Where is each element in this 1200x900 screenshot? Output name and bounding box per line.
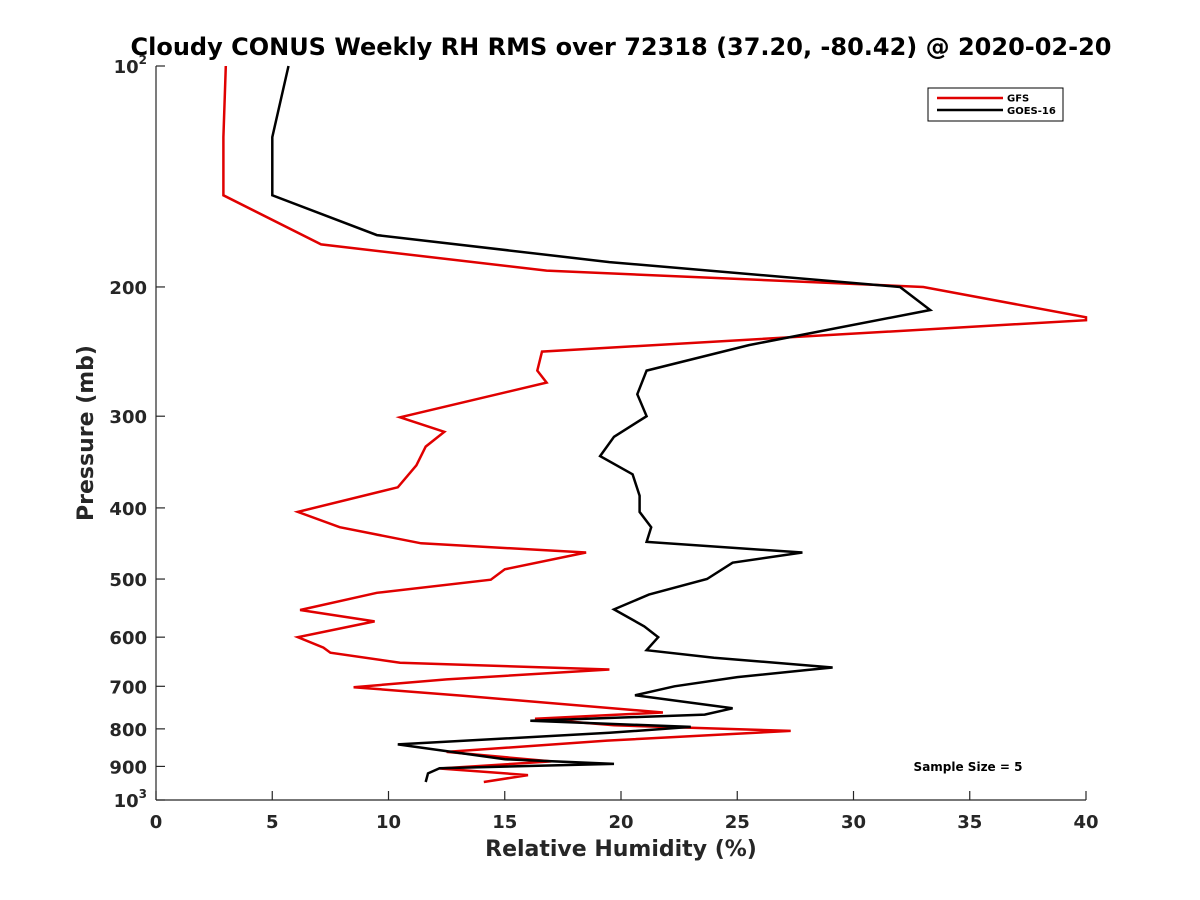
y-tick-label: 900: [109, 757, 147, 778]
series-layer: [222, 65, 1088, 784]
y-tick-label: 300: [109, 407, 147, 428]
y-tick-label: 500: [109, 570, 147, 591]
legend: GFS GOES-16: [927, 87, 1064, 122]
y-tick-label: 400: [109, 499, 147, 520]
y-tick-label: 103: [114, 787, 147, 812]
legend-label-gfs: GFS: [1007, 94, 1029, 105]
series-line-gfs: [222, 65, 1088, 784]
axes-layer: 0 5 10 15 20 25 30 35 40 102 200 300 400 500 600 700 800…: [109, 53, 1098, 833]
y-tick-label: 102: [114, 53, 147, 78]
x-tick-label: 5: [266, 812, 279, 833]
legend-label-goes16: GOES-16: [1007, 106, 1056, 117]
x-axis-label: Relative Humidity (%): [485, 837, 757, 862]
legend-box: [927, 87, 1064, 122]
y-tick-label: 200: [109, 278, 147, 299]
series-line-goes16: [271, 65, 934, 783]
chart-title: Cloudy CONUS Weekly RH RMS over 72318 (3…: [131, 33, 1112, 61]
x-tick-label: 0: [150, 812, 163, 833]
x-tick-label: 25: [725, 812, 750, 833]
x-tick-label: 30: [841, 812, 866, 833]
x-tick-label: 20: [608, 812, 633, 833]
x-tick-label: 40: [1073, 812, 1098, 833]
y-axis-label: Pressure (mb): [74, 345, 99, 521]
y-tick-label: 600: [109, 628, 147, 649]
y-tick-label: 700: [109, 677, 147, 698]
x-tick-label: 35: [957, 812, 982, 833]
y-tick-label: 800: [109, 720, 147, 741]
sample-size-annotation: Sample Size = 5: [914, 760, 1023, 774]
x-tick-label: 10: [376, 812, 401, 833]
x-tick-label: 15: [492, 812, 517, 833]
